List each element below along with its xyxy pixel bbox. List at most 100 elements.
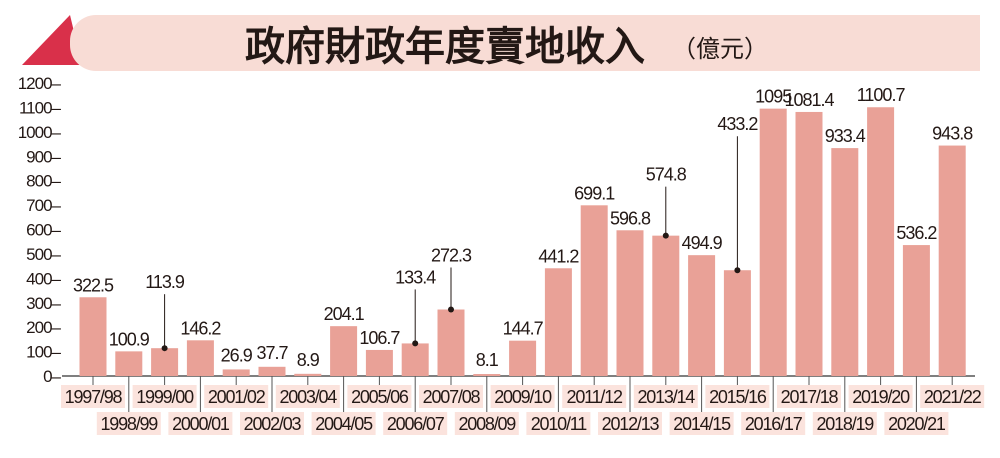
y-tick-label: 400– bbox=[26, 269, 61, 288]
bar bbox=[222, 369, 250, 376]
data-label: 1095 bbox=[755, 87, 792, 107]
x-label-background bbox=[598, 412, 662, 435]
data-label: 494.9 bbox=[682, 233, 723, 253]
bar bbox=[115, 351, 143, 376]
x-tick-label: 2006/07 bbox=[387, 414, 445, 434]
x-label-background bbox=[669, 412, 734, 435]
bar bbox=[688, 255, 716, 376]
data-label: 441.2 bbox=[538, 246, 579, 266]
y-tick-label: 0– bbox=[43, 367, 61, 386]
data-label: 144.7 bbox=[503, 319, 544, 339]
bar bbox=[759, 108, 787, 376]
bar bbox=[616, 230, 644, 376]
x-label-background bbox=[741, 412, 806, 435]
data-label: 272.3 bbox=[431, 246, 472, 266]
x-label-background bbox=[204, 385, 269, 408]
x-label-background bbox=[383, 412, 448, 435]
data-label: 146.2 bbox=[180, 318, 221, 338]
y-tick-label: 1000– bbox=[18, 123, 62, 142]
x-tick-label: 2007/08 bbox=[423, 387, 481, 407]
bar bbox=[723, 270, 751, 376]
x-tick-label: 2021/22 bbox=[924, 387, 982, 407]
callout-dot bbox=[734, 267, 741, 274]
x-label-background bbox=[705, 385, 770, 408]
y-tick-label: 700– bbox=[26, 196, 61, 215]
bar bbox=[544, 268, 572, 376]
callout-dot bbox=[662, 232, 669, 239]
y-tick-label: 900– bbox=[26, 147, 61, 166]
x-tick-label: 2019/20 bbox=[852, 387, 910, 407]
data-label: 8.1 bbox=[476, 350, 499, 370]
y-tick-label: 600– bbox=[26, 221, 61, 240]
data-label: 26.9 bbox=[221, 345, 253, 365]
x-label-background bbox=[311, 412, 376, 435]
x-tick-label: 2011/12 bbox=[567, 387, 624, 407]
bar bbox=[330, 326, 358, 376]
data-label: 113.9 bbox=[145, 272, 185, 292]
x-label-background bbox=[920, 385, 985, 408]
x-tick-label: 2002/03 bbox=[244, 414, 302, 434]
x-label-background bbox=[419, 385, 483, 408]
x-tick-label: 2020/21 bbox=[888, 414, 946, 434]
x-label-background bbox=[526, 412, 591, 435]
callout-dot bbox=[412, 340, 419, 347]
chart-title: 政府財政年度賣地收入 bbox=[245, 25, 645, 69]
x-label-background bbox=[490, 385, 555, 408]
x-tick-label: 2016/17 bbox=[745, 414, 803, 434]
x-label-background bbox=[454, 412, 519, 435]
y-tick-label: 1200– bbox=[18, 74, 62, 93]
bar bbox=[831, 148, 859, 376]
x-label-background bbox=[132, 385, 197, 408]
x-label-background bbox=[347, 385, 412, 408]
bar bbox=[186, 340, 214, 376]
callout-dot bbox=[448, 306, 454, 313]
x-tick-label: 1997/98 bbox=[65, 387, 123, 407]
bar bbox=[365, 349, 393, 376]
bar bbox=[867, 107, 895, 376]
bar bbox=[401, 343, 429, 376]
x-label-background bbox=[168, 412, 233, 435]
x-label-background bbox=[777, 385, 841, 408]
data-label: 204.1 bbox=[324, 304, 365, 324]
x-tick-label: 2015/16 bbox=[709, 387, 767, 407]
data-label: 574.8 bbox=[646, 165, 687, 185]
x-tick-label: 2014/15 bbox=[673, 414, 731, 434]
title-banner-right bbox=[930, 15, 980, 71]
x-label-background bbox=[240, 412, 304, 435]
callout-dot bbox=[161, 345, 168, 352]
x-label-background bbox=[96, 412, 161, 435]
data-label: 433.2 bbox=[717, 114, 758, 134]
banner-ribbon-left bbox=[22, 15, 82, 65]
bar bbox=[79, 297, 107, 376]
x-label-background bbox=[884, 412, 949, 435]
data-label: 943.8 bbox=[932, 124, 973, 144]
data-label: 933.4 bbox=[825, 126, 866, 146]
title-banner bbox=[70, 15, 980, 71]
x-label-background bbox=[633, 385, 698, 408]
x-tick-label: 2003/04 bbox=[279, 387, 337, 407]
y-tick-label: 300– bbox=[26, 294, 61, 313]
data-label: 699.1 bbox=[574, 183, 615, 203]
x-tick-label: 2017/18 bbox=[781, 387, 839, 407]
x-label-background bbox=[562, 385, 627, 408]
data-label: 133.4 bbox=[395, 267, 436, 287]
bar bbox=[437, 309, 465, 376]
x-tick-label: 2005/06 bbox=[351, 387, 409, 407]
bar bbox=[509, 340, 537, 376]
x-label-background bbox=[61, 385, 125, 408]
y-tick-label: 200– bbox=[26, 318, 61, 337]
bar bbox=[258, 366, 286, 376]
y-tick-label: 800– bbox=[26, 172, 61, 191]
x-tick-label: 1998/99 bbox=[100, 414, 158, 434]
x-tick-label: 2012/13 bbox=[602, 414, 660, 434]
data-label: 322.5 bbox=[73, 275, 114, 295]
data-label: 8.9 bbox=[297, 350, 320, 370]
data-label: 536.2 bbox=[896, 223, 937, 243]
bar bbox=[652, 235, 680, 376]
data-label: 596.8 bbox=[610, 208, 651, 228]
bar bbox=[795, 111, 823, 377]
x-tick-label: 1999/00 bbox=[136, 387, 194, 407]
x-tick-label: 2009/10 bbox=[494, 387, 552, 407]
x-label-background bbox=[275, 385, 340, 408]
